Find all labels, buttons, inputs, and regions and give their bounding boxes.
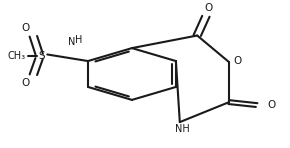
Text: O: O (234, 56, 242, 66)
Text: O: O (21, 23, 29, 33)
Text: NH: NH (175, 124, 190, 134)
Text: H: H (75, 35, 82, 45)
Text: N: N (68, 37, 76, 47)
Text: S: S (39, 51, 45, 61)
Text: CH₃: CH₃ (8, 51, 26, 61)
Text: O: O (267, 100, 275, 110)
Text: O: O (204, 3, 212, 13)
Text: O: O (21, 78, 29, 88)
